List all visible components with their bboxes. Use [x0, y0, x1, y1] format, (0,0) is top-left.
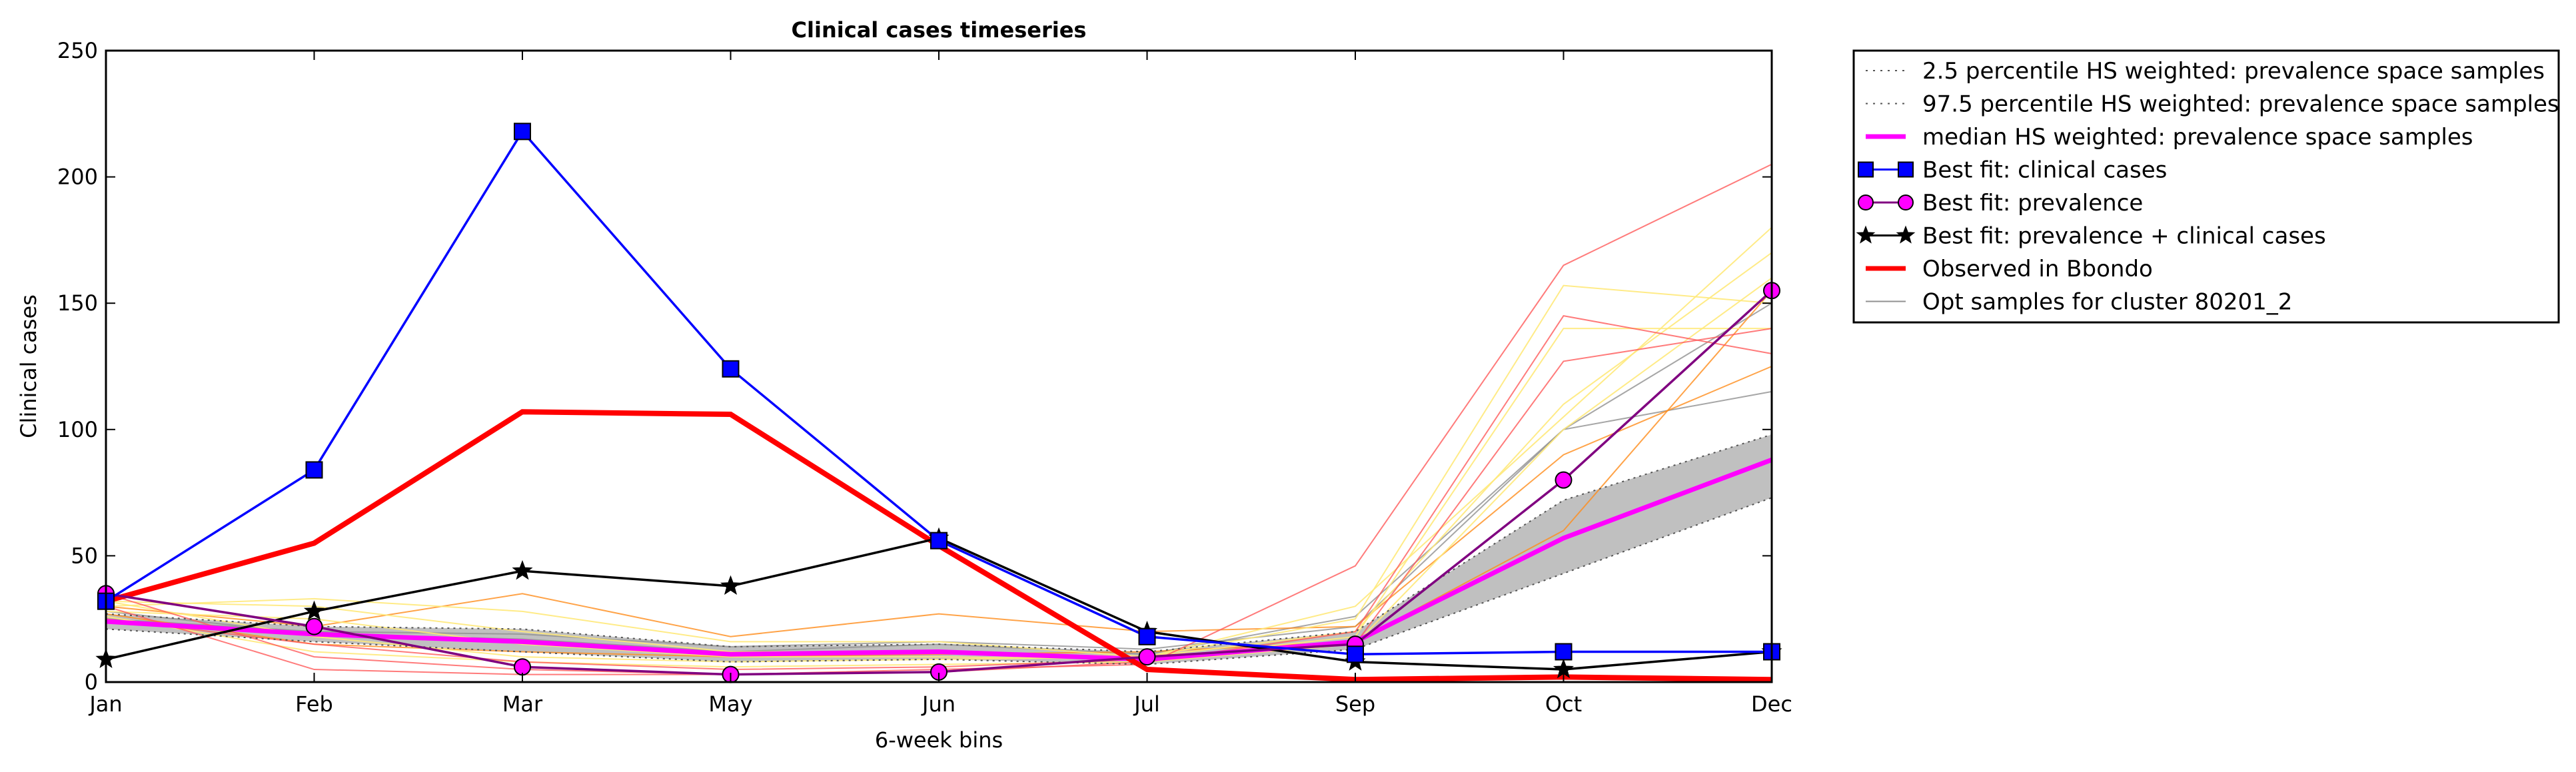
legend-marker	[1896, 225, 1916, 244]
series-point-best-fit-clinical-cases-jul	[1138, 627, 1156, 645]
legend-entry: Observed in Bbondo	[1866, 256, 2153, 282]
x-tick-label: May	[708, 691, 752, 717]
x-tick-label: Sep	[1335, 691, 1375, 717]
legend-label: Best fit: prevalence + clinical cases	[1922, 223, 2326, 250]
legend-entry: Opt samples for cluster 80201_2	[1866, 289, 2292, 316]
legend-label: median HS weighted: prevalence space sam…	[1922, 124, 2473, 151]
plot-area	[95, 123, 1782, 683]
x-tick-label: Dec	[1751, 691, 1792, 717]
series-point-best-fit-prevalence-clinical-cases-may	[720, 575, 742, 595]
x-tick-label: Feb	[295, 691, 333, 717]
y-axis: 0 50 100 150 200 250	[57, 38, 1772, 695]
sample-line-orange-1	[105, 366, 1772, 637]
sample-line-yellow-4	[105, 328, 1772, 660]
x-tick-label: Oct	[1545, 691, 1582, 717]
series-point-best-fit-prevalence-feb	[305, 617, 323, 635]
series-line-median-hs-weighted-prevalence-space-samples	[105, 458, 1773, 662]
legend-frame	[1852, 49, 2560, 324]
chart-title: Clinical cases timeseries	[792, 17, 1087, 43]
series-line-2-5-percentile-hs-weighted-prevalence-space-samples	[105, 497, 1772, 665]
series-point-best-fit-prevalence-mar	[514, 658, 531, 676]
series-point-best-fit-clinical-cases-jun	[930, 532, 948, 550]
x-tick-label: Jan	[88, 691, 122, 717]
legend-label: Observed in Bbondo	[1922, 256, 2153, 282]
legend-label: Opt samples for cluster 80201_2	[1922, 289, 2292, 316]
legend-marker	[1858, 161, 1874, 178]
legend-marker	[1898, 161, 1914, 178]
legend-entries: 2.5 percentile HS weighted: prevalence s…	[1856, 58, 2559, 316]
x-axis-label: 6-week bins	[875, 727, 1003, 753]
legend-marker	[1856, 225, 1876, 244]
series-point-best-fit-clinical-cases-mar	[514, 123, 531, 141]
series-point-best-fit-clinical-cases-oct	[1555, 643, 1573, 661]
y-tick-label: 50	[71, 543, 98, 568]
series-point-best-fit-prevalence-clinical-cases-mar	[512, 560, 533, 580]
legend-entry: median HS weighted: prevalence space sam…	[1866, 124, 2473, 151]
x-axis: Jan Feb Mar May Jun Jul Sep Oct Dec	[88, 51, 1792, 717]
series-point-best-fit-clinical-cases-feb	[305, 461, 323, 479]
y-axis-label: Clinical cases	[16, 294, 41, 438]
sample-line-orange-2	[105, 290, 1772, 658]
series-point-best-fit-clinical-cases-sep	[1347, 645, 1364, 663]
legend: 2.5 percentile HS weighted: prevalence s…	[1852, 49, 2560, 324]
legend-marker	[1898, 194, 1914, 210]
series-point-best-fit-clinical-cases-may	[722, 360, 740, 378]
series-line-97-5-percentile-hs-weighted-prevalence-space-samples	[105, 434, 1772, 653]
legend-entry: Best fit: prevalence + clinical cases	[1856, 223, 2326, 250]
series-point-best-fit-prevalence-jul	[1138, 648, 1156, 666]
legend-label: Best fit: clinical cases	[1922, 157, 2167, 184]
x-tick-label: Jun	[921, 691, 956, 717]
y-tick-label: 0	[85, 669, 98, 695]
series-point-best-fit-prevalence-oct	[1555, 471, 1573, 489]
legend-entry: 97.5 percentile HS weighted: prevalence …	[1866, 91, 2559, 118]
x-tick-label: Mar	[502, 691, 543, 717]
legend-entry: 2.5 percentile HS weighted: prevalence s…	[1866, 58, 2545, 85]
x-tick-label: Jul	[1133, 691, 1160, 717]
legend-entry: Best fit: prevalence	[1858, 190, 2143, 216]
series-point-best-fit-prevalence-clinical-cases-feb	[303, 600, 325, 621]
y-tick-label: 250	[57, 38, 98, 63]
legend-label: Best fit: prevalence	[1922, 190, 2143, 216]
legend-label: 2.5 percentile HS weighted: prevalence s…	[1922, 58, 2545, 85]
legend-entry: Best fit: clinical cases	[1858, 157, 2167, 184]
y-tick-label: 200	[57, 165, 98, 190]
y-tick-label: 100	[57, 417, 98, 442]
y-tick-label: 150	[57, 290, 98, 316]
legend-marker	[1858, 194, 1874, 210]
legend-label: 97.5 percentile HS weighted: prevalence …	[1922, 91, 2559, 118]
